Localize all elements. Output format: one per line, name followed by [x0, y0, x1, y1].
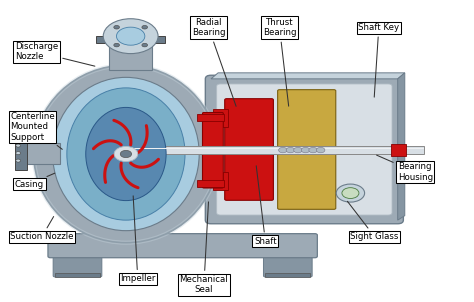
- Ellipse shape: [67, 88, 185, 220]
- Circle shape: [301, 147, 310, 153]
- Bar: [391, 144, 406, 156]
- Circle shape: [142, 25, 147, 29]
- Bar: [128, 148, 424, 149]
- Circle shape: [120, 150, 132, 158]
- Bar: [213, 109, 228, 127]
- Bar: [128, 146, 424, 154]
- Circle shape: [114, 146, 138, 162]
- FancyBboxPatch shape: [264, 254, 312, 277]
- Text: Impeller: Impeller: [120, 196, 155, 283]
- FancyBboxPatch shape: [217, 84, 392, 215]
- Circle shape: [103, 19, 158, 53]
- Ellipse shape: [86, 108, 166, 201]
- Text: Centerline
Mounted
Support: Centerline Mounted Support: [10, 112, 62, 149]
- Circle shape: [16, 159, 20, 162]
- FancyBboxPatch shape: [278, 90, 336, 209]
- Circle shape: [342, 188, 359, 198]
- Text: Suction Nozzle: Suction Nozzle: [10, 217, 73, 241]
- Bar: [55, 273, 100, 277]
- Text: Shaft: Shaft: [254, 166, 277, 246]
- Text: Thrust
Bearing: Thrust Bearing: [263, 18, 296, 106]
- Text: Mechanical
Seal: Mechanical Seal: [180, 202, 228, 294]
- Bar: [213, 172, 228, 190]
- Ellipse shape: [34, 65, 218, 243]
- Text: Discharge
Nozzle: Discharge Nozzle: [15, 42, 95, 66]
- Text: Sight Glass: Sight Glass: [347, 201, 399, 241]
- FancyBboxPatch shape: [48, 234, 318, 258]
- Text: Casing: Casing: [15, 173, 55, 188]
- Circle shape: [16, 152, 20, 155]
- Bar: [22, 143, 60, 164]
- Text: Radial
Bearing: Radial Bearing: [192, 18, 236, 106]
- Circle shape: [114, 25, 119, 29]
- Bar: [209, 118, 219, 184]
- FancyBboxPatch shape: [205, 75, 403, 224]
- Circle shape: [317, 147, 325, 153]
- Circle shape: [294, 147, 302, 153]
- Polygon shape: [211, 73, 405, 79]
- Bar: [96, 36, 165, 43]
- Circle shape: [336, 184, 365, 202]
- Bar: [109, 43, 152, 70]
- Ellipse shape: [53, 77, 199, 231]
- Circle shape: [279, 147, 287, 153]
- Bar: [265, 273, 310, 277]
- Bar: [197, 114, 224, 121]
- Circle shape: [142, 43, 147, 47]
- Circle shape: [286, 147, 295, 153]
- Circle shape: [117, 27, 145, 45]
- FancyBboxPatch shape: [53, 254, 102, 277]
- Text: Shaft Key: Shaft Key: [358, 23, 400, 97]
- FancyBboxPatch shape: [225, 99, 273, 200]
- Bar: [15, 137, 27, 170]
- Circle shape: [309, 147, 318, 153]
- Polygon shape: [398, 73, 405, 220]
- Text: Bearing
Housing: Bearing Housing: [377, 155, 433, 182]
- Bar: [197, 181, 224, 187]
- Circle shape: [16, 144, 20, 147]
- Circle shape: [114, 43, 119, 47]
- FancyBboxPatch shape: [202, 113, 223, 188]
